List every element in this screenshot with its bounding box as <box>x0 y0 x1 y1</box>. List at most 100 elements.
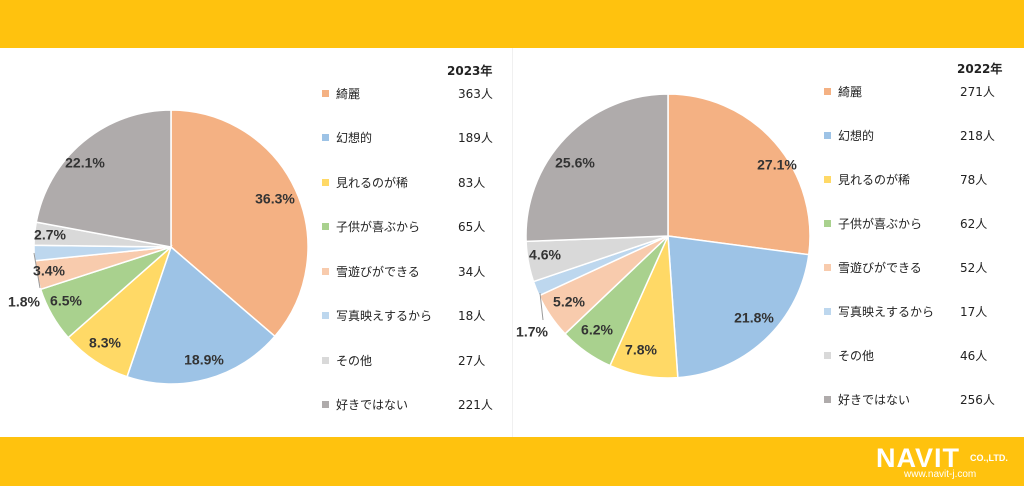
legend-swatch <box>322 134 329 141</box>
legend-count: 52人 <box>960 260 988 275</box>
slice-label-2022-2: 7.8% <box>625 342 657 358</box>
legend-count: 62人 <box>960 216 988 231</box>
legend-item-2023-1: 幻想的 189人 <box>322 129 493 147</box>
pie-chart-2023: 36.3% 18.9% 8.3% 6.5% 3.4% 1.8% 2.7% 22.1% <box>8 109 309 385</box>
slice-label-2023-5: 1.8% <box>8 294 40 310</box>
slice-label-2022-7: 25.6% <box>555 155 595 171</box>
legend-label: 雪遊びができる <box>336 264 420 279</box>
bottom-band <box>0 437 1024 486</box>
slice-label-2023-1: 18.9% <box>184 352 224 368</box>
company-logo: NAVIT CO.,LTD. www.navit-j.com <box>876 443 1020 481</box>
leader-line-2023-5 <box>33 252 41 289</box>
pie-slice-2023-0 <box>170 109 309 338</box>
legend-swatch <box>824 131 831 139</box>
chart-panel-2022: 27.1% 21.8% 7.8% 6.2% 5.2% 1.7% 4.6% 25.6% 2022… <box>512 48 1024 437</box>
legend-item-2022-2: 見れるのが稀 78人 <box>824 170 987 188</box>
slice-label-2023-3: 6.5% <box>50 293 82 309</box>
legend-swatch <box>824 263 831 271</box>
slice-label-2023-0: 36.3% <box>255 191 295 207</box>
legend-label: 綺麗 <box>838 84 863 99</box>
legend-count: 218人 <box>960 128 995 143</box>
slice-label-2023-7: 22.1% <box>65 155 105 171</box>
legend-count: 65人 <box>458 220 486 234</box>
legend-label: 好きではない <box>838 392 911 407</box>
legend-swatch <box>322 267 329 275</box>
legend-item-2022-5: 写真映えするから 17人 <box>824 302 987 320</box>
pie-slice-2022-1 <box>667 235 810 379</box>
pie-slice-2023-7 <box>35 109 172 248</box>
pie-chart-2022: 27.1% 21.8% 7.8% 6.2% 5.2% 1.7% 4.6% 25.6% <box>516 93 811 379</box>
chart-panel-2023: 36.3% 18.9% 8.3% 6.5% 3.4% 1.8% 2.7% 22.1% 2023… <box>0 48 512 437</box>
legend-count: 256人 <box>960 392 995 407</box>
leader-line-2022-5 <box>539 292 544 321</box>
slice-label-2022-0: 27.1% <box>757 157 797 173</box>
legend-count: 271人 <box>960 84 995 99</box>
legend-label: 見れるのが稀 <box>336 175 409 190</box>
slice-label-2023-6: 2.7% <box>34 227 66 243</box>
slice-label-2022-3: 6.2% <box>581 322 613 338</box>
legend-item-2023-2: 見れるのが稀 83人 <box>322 173 485 191</box>
legend-count: 83人 <box>458 175 486 190</box>
legend-item-2023-7: 好きではない 221人 <box>322 396 493 414</box>
legend-label: その他 <box>838 348 875 363</box>
logo-suffix: CO.,LTD. <box>970 453 1008 463</box>
chart-title-2022: 2022年 <box>957 62 1003 76</box>
legend-count: 363人 <box>458 86 493 101</box>
legend-count: 34人 <box>458 264 486 279</box>
slice-label-2023-2: 8.3% <box>89 335 121 351</box>
legend-swatch <box>824 87 831 95</box>
legend-count: 189人 <box>458 131 493 145</box>
slice-label-2023-4: 3.4% <box>33 263 65 279</box>
pie-slice-2023-1 <box>126 245 276 385</box>
legend-item-2023-5: 写真映えするから 18人 <box>322 307 485 325</box>
slice-label-2022-6: 4.6% <box>529 247 561 263</box>
slice-label-2022-1: 21.8% <box>734 310 774 326</box>
legend-count: 78人 <box>960 172 988 187</box>
legend-item-2023-6: その他 27人 <box>322 351 485 369</box>
legend-item-2022-4: 雪遊びができる 52人 <box>824 258 987 276</box>
legend-swatch <box>322 223 329 230</box>
legend-swatch <box>824 351 831 359</box>
slice-label-2022-5: 1.7% <box>516 324 548 340</box>
legend-label: 好きではない <box>336 398 409 412</box>
legend-label: 幻想的 <box>838 128 875 143</box>
legend-item-2022-6: その他 46人 <box>824 346 987 364</box>
legend-item-2023-3: 子供が喜ぶから 65人 <box>322 218 485 236</box>
legend-label: 子供が喜ぶから <box>336 220 421 234</box>
legend-item-2022-1: 幻想的 218人 <box>824 126 995 144</box>
pie-slice-2022-0 <box>667 93 811 256</box>
logo-url: www.navit-j.com <box>904 469 977 480</box>
legend-item-2022-0: 綺麗 271人 <box>824 82 995 100</box>
legend-item-2023-0: 綺麗 363人 <box>322 84 493 102</box>
legend-swatch <box>824 307 831 315</box>
legend-count: 221人 <box>458 398 493 412</box>
legend-item-2022-3: 子供が喜ぶから 62人 <box>824 214 987 232</box>
legend-label: 綺麗 <box>336 86 361 101</box>
slice-label-2022-4: 5.2% <box>553 294 585 310</box>
pie-slice-2022-7 <box>525 93 669 243</box>
legend-swatch <box>322 89 329 97</box>
legend-item-2023-4: 雪遊びができる 34人 <box>322 262 485 280</box>
legend-label: 見れるのが稀 <box>838 172 911 187</box>
logo-brand: NAVIT <box>876 443 960 473</box>
top-band <box>0 0 1024 48</box>
legend-swatch <box>322 356 329 364</box>
chart-title-2023: 2023年 <box>447 64 493 78</box>
legend-label: 写真映えするから <box>838 304 935 319</box>
legend-label: 写真映えするから <box>336 309 433 323</box>
legend-count: 27人 <box>458 353 486 368</box>
legend-label: その他 <box>336 353 373 368</box>
legend-count: 17人 <box>960 304 988 319</box>
legend-count: 18人 <box>458 309 486 323</box>
legend-count: 46人 <box>960 348 988 363</box>
legend-swatch <box>824 219 831 227</box>
legend-item-2022-7: 好きではない 256人 <box>824 390 995 408</box>
legend-swatch <box>824 175 831 183</box>
legend-swatch <box>322 178 329 186</box>
legend-swatch <box>322 401 329 408</box>
legend-swatch <box>322 312 329 319</box>
legend-label: 幻想的 <box>336 131 373 145</box>
legend-swatch <box>824 395 831 403</box>
legend-label: 雪遊びができる <box>838 260 922 275</box>
legend-label: 子供が喜ぶから <box>838 216 923 231</box>
